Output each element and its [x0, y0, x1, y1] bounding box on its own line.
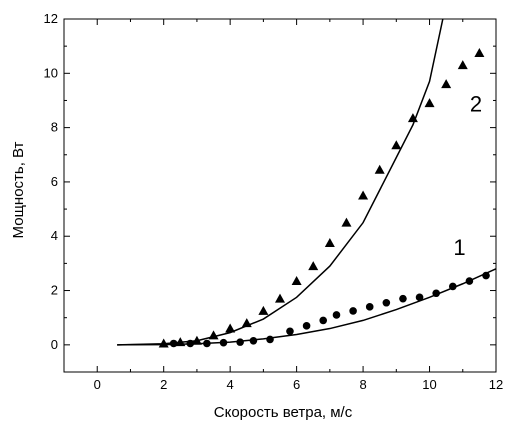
y-tick-label: 12	[44, 11, 58, 26]
curve-annotations: 12	[453, 91, 482, 260]
x-tick-label: 2	[160, 377, 167, 392]
y-tick-label: 8	[51, 120, 58, 135]
circle-point	[319, 316, 328, 325]
triangle-point	[225, 323, 236, 333]
x-tick-label: 6	[293, 377, 300, 392]
triangle-point	[391, 140, 402, 150]
curve-label-2: 2	[470, 91, 482, 116]
triangle-point	[457, 60, 468, 70]
circle-point	[286, 327, 294, 336]
curves	[117, 19, 496, 346]
y-tick-label: 6	[51, 174, 58, 189]
circle-point	[186, 339, 195, 348]
triangle-point	[191, 335, 202, 345]
y-axis-title: Мощность, Вт	[10, 141, 27, 238]
x-tick-label: 12	[489, 377, 503, 392]
circle-point	[302, 322, 311, 330]
plot-frame	[63, 18, 497, 373]
x-tick-label: 8	[359, 377, 366, 392]
triangle-point	[341, 217, 352, 227]
triangle-point	[241, 318, 252, 328]
x-tick-label: 0	[94, 377, 101, 392]
circle-point	[169, 339, 178, 348]
triangle-point	[308, 261, 319, 271]
triangle-point	[474, 47, 485, 57]
triangle-point	[358, 190, 369, 200]
circle-point	[465, 277, 474, 285]
circle-point	[432, 289, 440, 298]
curve-label-1: 1	[453, 235, 465, 260]
x-axis-title: Скорость ветра, м/с	[214, 404, 353, 421]
triangle-point	[208, 330, 219, 340]
circle-point	[249, 336, 258, 345]
triangle-point	[258, 305, 269, 315]
triangle-point	[424, 98, 435, 108]
triangle-point	[175, 337, 186, 347]
circle-point	[236, 338, 244, 346]
triangle-point	[324, 238, 335, 248]
y-tick-label: 2	[51, 283, 58, 298]
circle-point	[266, 335, 274, 344]
plot-area	[63, 18, 497, 373]
x-tick-label: 10	[422, 377, 436, 392]
circle-point	[482, 271, 490, 280]
triangle-point	[158, 338, 169, 348]
x-tick-label: 4	[227, 377, 234, 392]
circle-point	[203, 339, 211, 348]
circle-point	[365, 303, 374, 311]
y-tick-label: 0	[51, 337, 58, 352]
circle-point	[449, 282, 457, 291]
circle-point	[382, 298, 391, 307]
fit-curve-3	[117, 268, 496, 346]
circle-point	[332, 311, 341, 319]
axis-ticks	[63, 18, 497, 373]
triangle-point	[291, 276, 302, 286]
triangle-point	[441, 79, 452, 89]
y-tick-label: 10	[44, 65, 58, 80]
circle-point	[415, 293, 424, 302]
triangle-point	[374, 164, 385, 174]
circle-point	[219, 338, 228, 347]
data-markers	[158, 47, 490, 348]
y-tick-label: 4	[51, 228, 58, 243]
circle-point	[349, 307, 357, 315]
circle-point	[399, 294, 407, 303]
triangle-point	[407, 113, 418, 123]
triangle-point	[275, 293, 285, 303]
